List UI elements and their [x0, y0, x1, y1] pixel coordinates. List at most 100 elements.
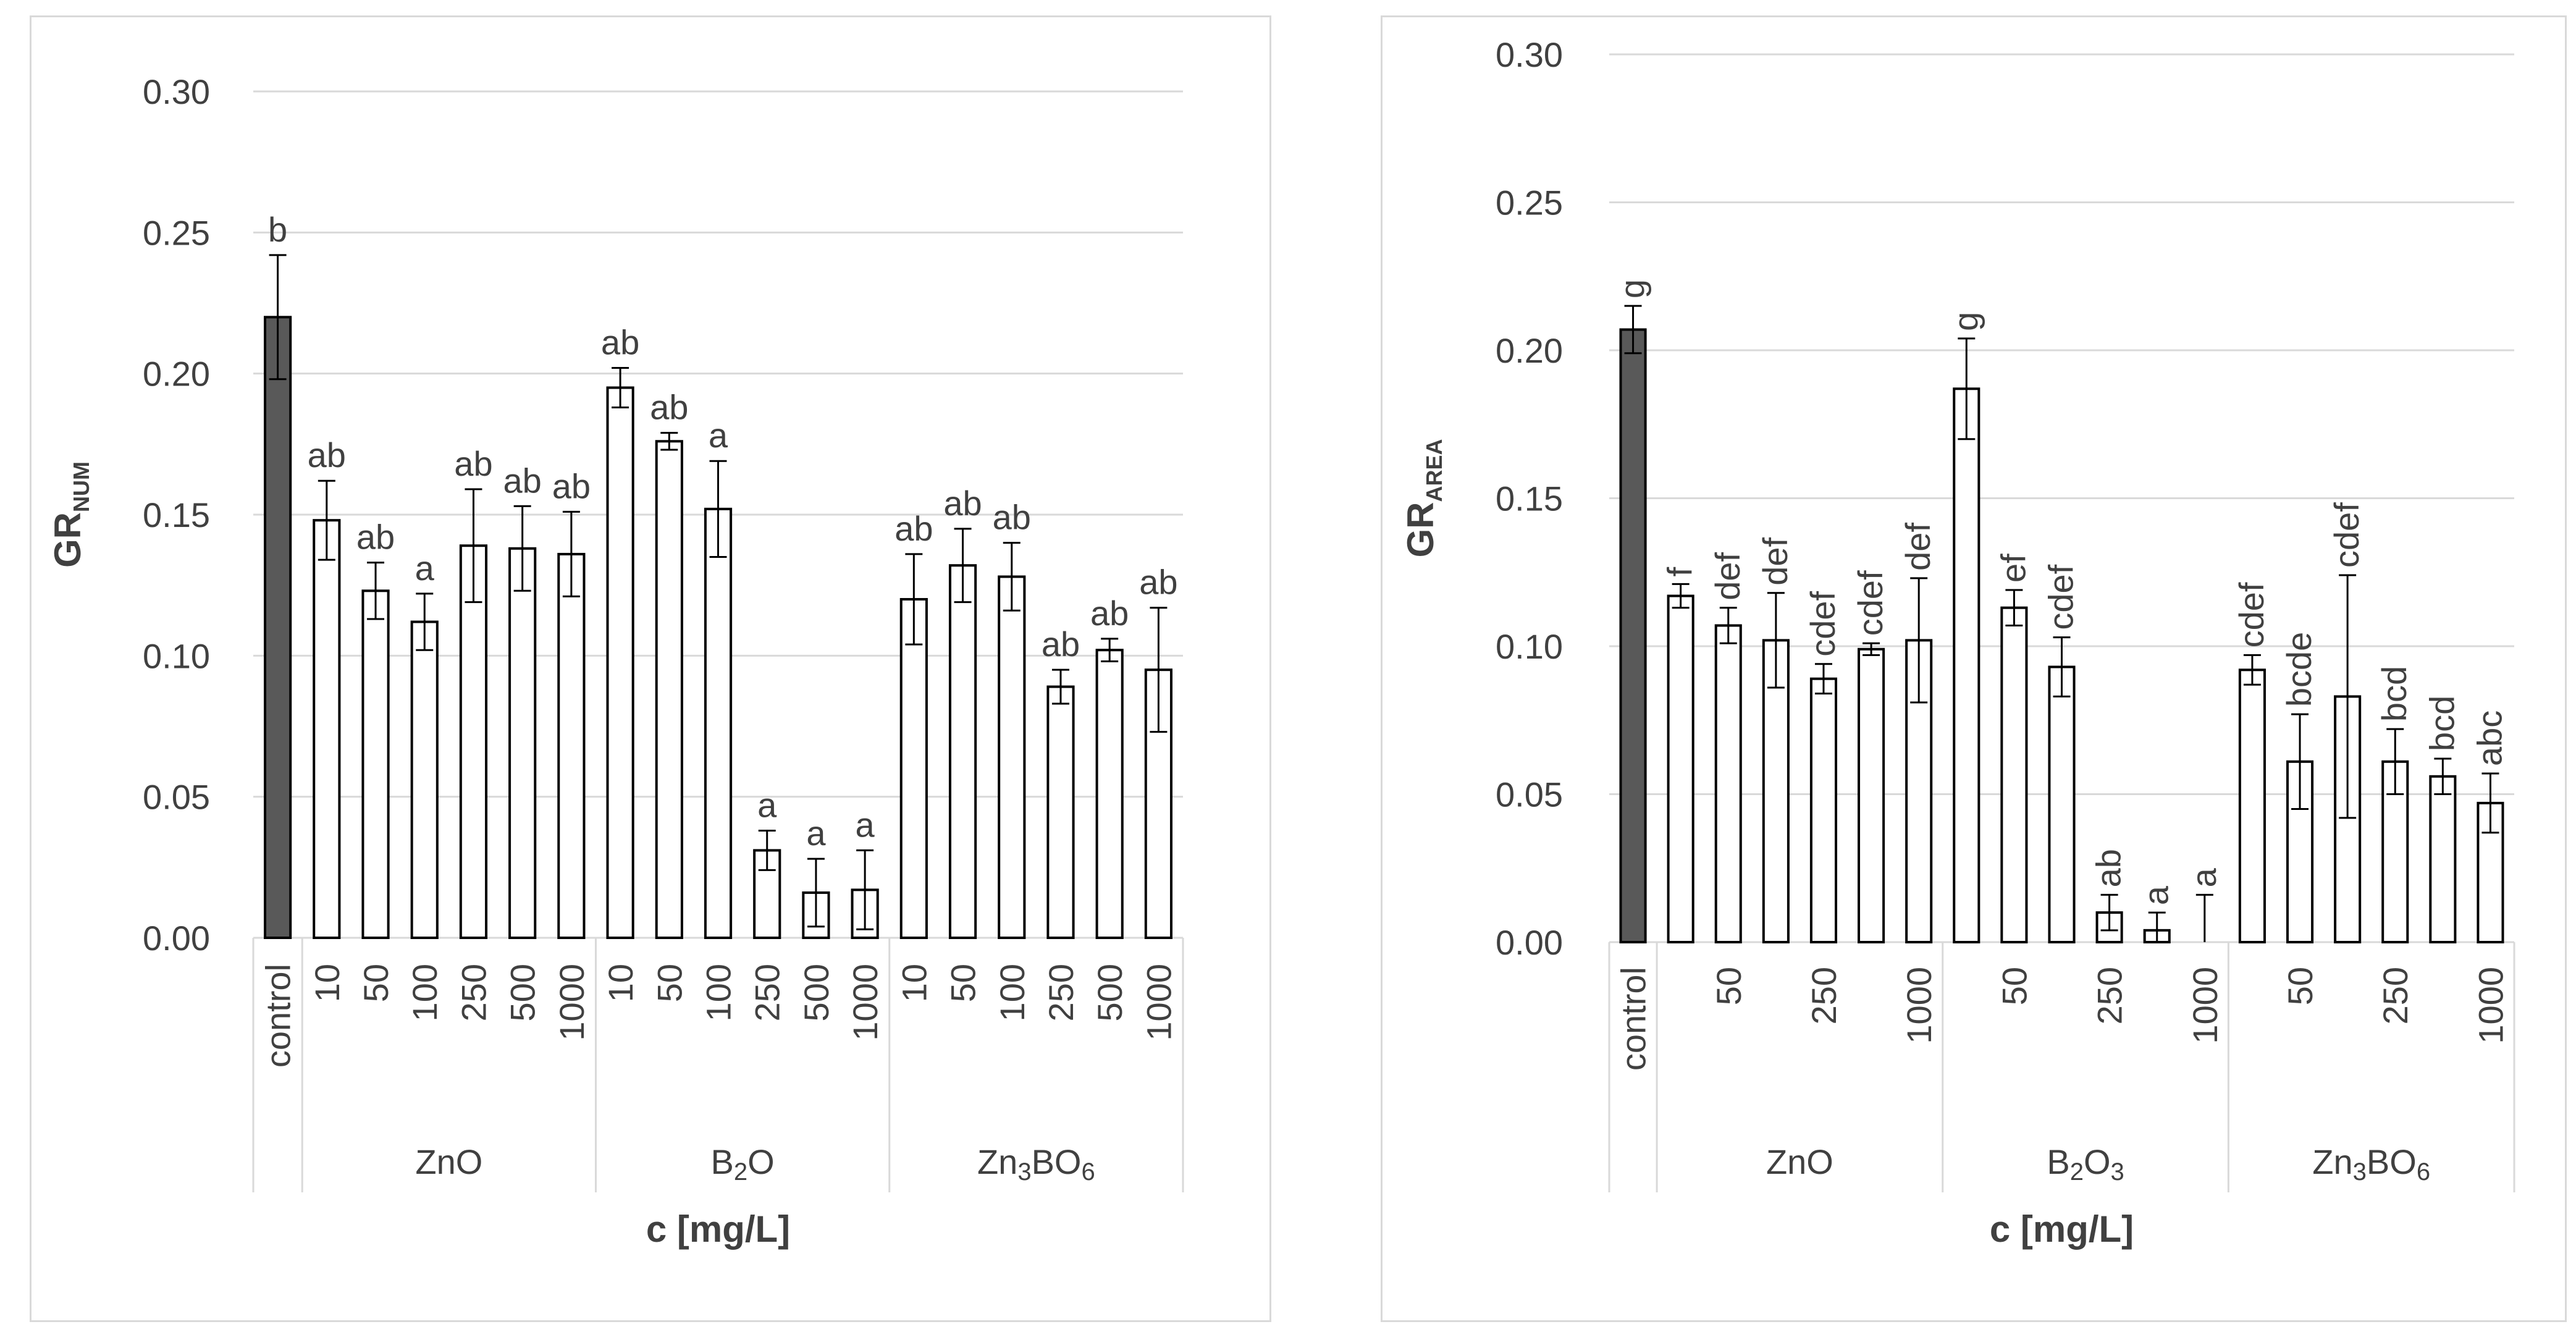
significance-letter: cdef [2327, 502, 2366, 568]
significance-letter: ab [454, 444, 492, 483]
significance-letter: a [806, 814, 826, 853]
category-label: 500 [503, 964, 542, 1021]
category-label: 500 [1090, 964, 1129, 1021]
bar [410, 620, 439, 939]
y-tick-label: 0.15 [143, 495, 210, 534]
y-tick-label: 0.20 [143, 355, 210, 394]
bar [655, 440, 683, 939]
bar [2238, 668, 2266, 943]
bar [1619, 328, 1647, 943]
bar [1667, 594, 1694, 943]
category-label: 250 [1804, 967, 1843, 1024]
bar [361, 589, 390, 939]
category-label: 10 [601, 964, 640, 1002]
significance-letter: def [1756, 537, 1795, 585]
bar [313, 519, 341, 939]
significance-letter: b [268, 210, 287, 249]
significance-letter: abc [2470, 710, 2509, 766]
significance-letter: ab [2089, 849, 2128, 887]
group-label: ZnO [415, 1142, 482, 1181]
category-label: 100 [993, 964, 1032, 1021]
category-label: 100 [405, 964, 444, 1021]
y-tick-label: 0.05 [143, 778, 210, 817]
significance-letter: ab [308, 436, 346, 474]
bar [1809, 677, 1838, 943]
significance-letter: cdef [1851, 570, 1890, 636]
category-label: control [259, 964, 298, 1068]
significance-letter: ab [356, 518, 395, 557]
group-label: ZnO [1766, 1142, 1833, 1181]
chart-left-frame [30, 15, 1271, 1322]
y-tick-label: 0.00 [1496, 923, 1563, 962]
bar [1095, 649, 1124, 939]
significance-letter: ef [1993, 554, 2032, 583]
category-label: 1000 [846, 964, 885, 1041]
category-label: 1000 [552, 964, 591, 1041]
category-label: 10 [894, 964, 933, 1002]
y-tick-label: 0.10 [1496, 627, 1563, 666]
significance-letter: ab [894, 509, 933, 548]
x-axis-title: c [mg/L] [1990, 1208, 2134, 1250]
significance-letter: bcd [2422, 696, 2461, 751]
bar [264, 316, 292, 939]
category-label: 100 [699, 964, 738, 1021]
category-label: 250 [2376, 967, 2415, 1024]
category-label: 50 [650, 964, 689, 1002]
significance-letter: a [856, 805, 875, 844]
category-label: 50 [356, 964, 395, 1002]
chart-right-frame [1381, 15, 2567, 1322]
significance-letter: ab [1042, 625, 1080, 664]
significance-letter: bcd [2375, 666, 2414, 722]
significance-letter: a [415, 549, 435, 588]
bar [1046, 685, 1075, 939]
bar [899, 598, 928, 939]
category-label: 500 [797, 964, 836, 1021]
bar [2429, 775, 2457, 943]
bar [948, 564, 977, 939]
category-label: 250 [748, 964, 787, 1021]
y-tick-label: 0.05 [1496, 775, 1563, 814]
significance-letter: def [1898, 523, 1937, 571]
y-axis-title: GRAREA [1400, 439, 1447, 557]
y-tick-label: 0.30 [1496, 35, 1563, 74]
y-tick-label: 0.00 [143, 919, 210, 958]
significance-letter: ab [943, 484, 982, 523]
category-label: 1000 [2471, 967, 2510, 1044]
category-label: 1000 [1900, 967, 1938, 1044]
bar [1714, 624, 1742, 943]
bar [508, 547, 537, 939]
significance-letter: g [1946, 312, 1985, 331]
bar [557, 552, 586, 939]
significance-letter: ab [1139, 563, 1177, 602]
category-label: 50 [1709, 967, 1748, 1005]
bar [998, 575, 1026, 939]
category-label: 1000 [2186, 967, 2225, 1044]
category-label: control [1614, 967, 1653, 1071]
significance-letter: ab [601, 323, 639, 362]
significance-letter: def [1708, 552, 1747, 600]
category-label: 50 [2281, 967, 2320, 1005]
y-tick-label: 0.25 [1496, 183, 1563, 222]
y-tick-label: 0.10 [143, 636, 210, 675]
y-axis-title: GRNUM [47, 461, 94, 568]
category-label: 250 [2090, 967, 2129, 1024]
bar [459, 544, 488, 939]
significance-letter: a [2137, 885, 2176, 905]
category-label: 1000 [1139, 964, 1178, 1041]
significance-letter: a [757, 785, 777, 824]
bar [2381, 760, 2409, 944]
x-axis-title: c [mg/L] [646, 1208, 790, 1250]
category-label: 50 [944, 964, 983, 1002]
significance-letter: f [1661, 567, 1699, 576]
y-tick-label: 0.20 [1496, 331, 1563, 370]
group-label: Zn3BO6 [2312, 1142, 2430, 1186]
chart-left: 0.00 0.05 0.10 0.15 0.20 0.25 0.30 GRNUM ZnO B2O Z… [30, 15, 1271, 1322]
chart-right-svg: 0.00 0.05 0.10 0.15 0.20 0.25 0.30 GRAREA ZnO B2O… [1400, 35, 2515, 1250]
category-label: 250 [1042, 964, 1080, 1021]
significance-letter: ab [1090, 594, 1129, 633]
chart-left-svg: 0.00 0.05 0.10 0.15 0.20 0.25 0.30 GRNUM ZnO B2O Z… [47, 72, 1184, 1250]
y-tick-label: 0.25 [143, 213, 210, 252]
chart-right: 0.00 0.05 0.10 0.15 0.20 0.25 0.30 GRAREA ZnO B2O… [1288, 0, 2576, 1340]
bar [2048, 665, 2076, 944]
y-tick-label: 0.15 [1496, 479, 1563, 518]
